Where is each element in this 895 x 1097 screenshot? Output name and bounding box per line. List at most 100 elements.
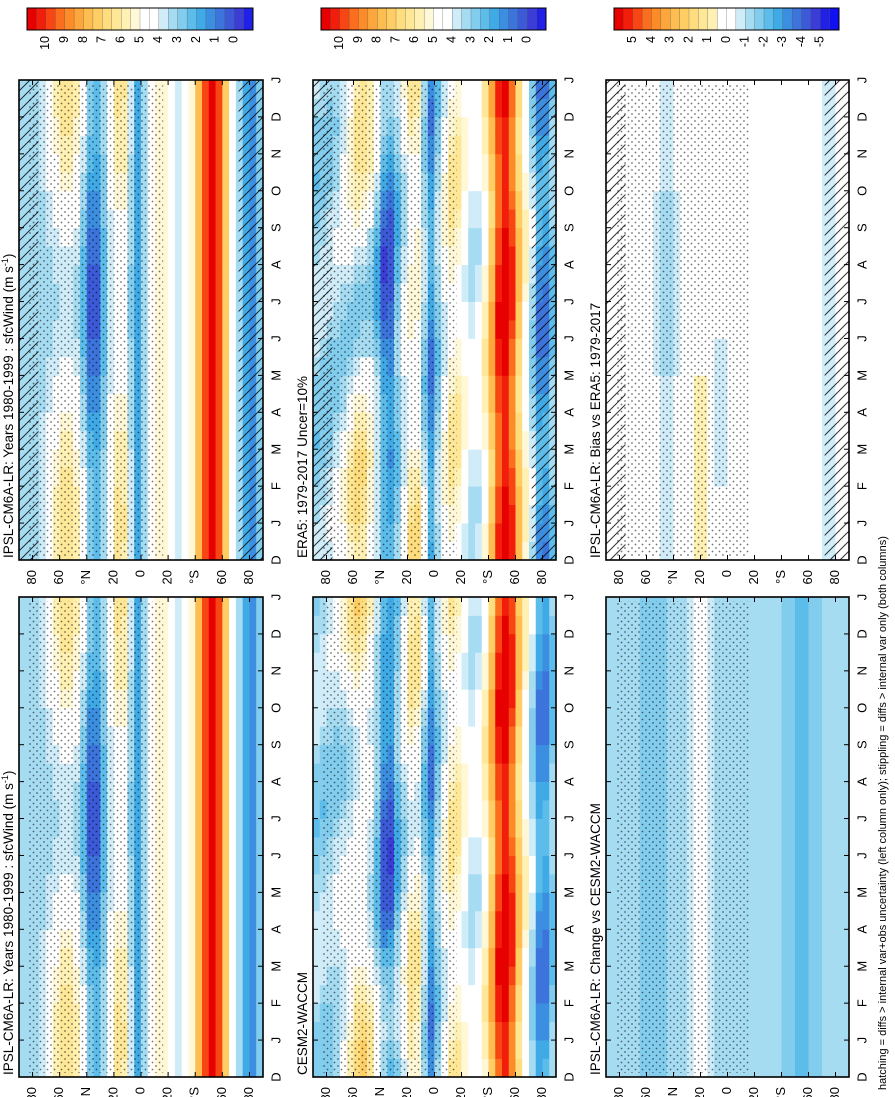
heatmap-cell	[801, 227, 809, 247]
heatmap-cell	[515, 227, 523, 247]
lat-label: 20	[453, 1087, 468, 1097]
heatmap-cell	[522, 670, 530, 690]
heatmap-cell	[495, 246, 503, 266]
lat-label: 80	[24, 1087, 39, 1097]
heatmap-cell	[808, 301, 816, 321]
heatmap-cell	[774, 135, 782, 155]
heatmap-cell	[222, 947, 230, 967]
heatmap-cell	[495, 1021, 503, 1041]
heatmap-cell	[788, 430, 796, 450]
heatmap-cell	[174, 467, 183, 487]
heatmap-cell	[202, 855, 210, 875]
heatmap-cell	[788, 172, 796, 192]
heatmap-cell	[208, 652, 216, 672]
heatmap-cell	[208, 153, 216, 173]
heatmap-cell	[481, 966, 489, 986]
heatmap-cell	[522, 633, 530, 653]
heatmap-cell	[454, 430, 462, 450]
heatmap-cell	[761, 209, 769, 229]
heatmap-cell	[795, 430, 803, 450]
heatmap-cell	[747, 135, 755, 155]
heatmap-cell	[242, 1058, 250, 1078]
heatmap-cell	[215, 246, 223, 266]
heatmap-cell	[229, 744, 237, 764]
heatmap-cell	[461, 1021, 469, 1041]
heatmap-cell	[461, 1003, 469, 1023]
heatmap-cell	[781, 227, 789, 247]
heatmap-cell	[535, 707, 543, 727]
heatmap-cell	[495, 726, 503, 746]
heatmap-cell	[174, 504, 183, 524]
heatmap-cell	[468, 449, 476, 469]
heatmap-cell	[788, 320, 796, 339]
panel-title-superscript: -1	[0, 258, 10, 266]
heatmap-cell	[747, 98, 755, 118]
heatmap-cell	[454, 338, 462, 358]
heatmap-cell	[454, 800, 462, 819]
heatmap-cell	[461, 633, 469, 653]
heatmap-cell	[468, 116, 476, 136]
heatmap-cell	[549, 744, 557, 764]
heatmap-cell	[222, 1040, 230, 1059]
heatmap-cell	[475, 320, 483, 339]
heatmap-cell	[202, 966, 210, 986]
heatmap-cell	[754, 320, 762, 339]
heatmap-cell	[522, 467, 530, 487]
heatmap-cell	[508, 116, 516, 136]
heatmap-cell	[461, 523, 469, 542]
heatmap-cell	[488, 190, 496, 210]
heatmap-cell	[215, 172, 223, 192]
month-label: J	[268, 594, 283, 601]
heatmap-cell	[188, 449, 196, 469]
heatmap-cell	[229, 984, 237, 1004]
heatmap-cell	[181, 393, 189, 413]
heatmap-cell	[242, 837, 250, 856]
heatmap-cell	[542, 1021, 550, 1041]
heatmap-cell	[781, 264, 789, 284]
heatmap-cell	[747, 246, 755, 266]
heatmap-cell	[229, 910, 237, 930]
heatmap-cell	[475, 393, 483, 413]
heatmap-cell	[208, 1058, 216, 1078]
heatmap-cell	[454, 541, 462, 561]
heatmap-cell	[195, 98, 203, 118]
heatmap-cell	[508, 597, 516, 616]
panel-title: ERA5: 1979-2017 Uncer=10%	[295, 376, 310, 558]
heatmap-cell	[808, 504, 816, 524]
heatmap-cell	[774, 449, 782, 469]
heatmap-cell	[19, 800, 27, 819]
heatmap-cell	[468, 781, 476, 801]
heatmap-cell	[515, 80, 523, 99]
heatmap-cell	[161, 116, 169, 136]
heatmap-cell	[188, 541, 196, 561]
heatmap-cell	[495, 947, 503, 967]
heatmap-cell	[542, 597, 550, 616]
heatmap-cell	[229, 393, 237, 413]
heatmap-cell	[256, 800, 264, 819]
heatmap-cell	[468, 1040, 476, 1059]
heatmap-cell	[222, 929, 230, 949]
heatmap-cell	[488, 633, 496, 653]
month-label: F	[268, 999, 283, 1007]
heatmap-cell	[454, 375, 462, 395]
heatmap-cell	[522, 966, 530, 986]
heatmap-cell	[313, 615, 321, 635]
heatmap-cell	[174, 246, 183, 266]
heatmap-cell	[174, 633, 183, 653]
heatmap-cell	[515, 707, 523, 727]
heatmap-cell	[235, 837, 244, 856]
heatmap-cell	[229, 356, 237, 376]
heatmap-cell	[161, 781, 169, 801]
month-label: N	[268, 666, 283, 675]
heatmap-cell	[174, 227, 183, 247]
heatmap-cell	[781, 209, 789, 229]
heatmap-cell	[161, 98, 169, 118]
heatmap-cell	[174, 320, 183, 339]
heatmap-cell	[461, 652, 469, 672]
heatmap-cell	[208, 1040, 216, 1059]
heatmap-cell	[174, 670, 183, 690]
heatmap-cell	[174, 744, 183, 764]
heatmap-cell	[242, 873, 250, 893]
heatmap-cell	[774, 356, 782, 376]
